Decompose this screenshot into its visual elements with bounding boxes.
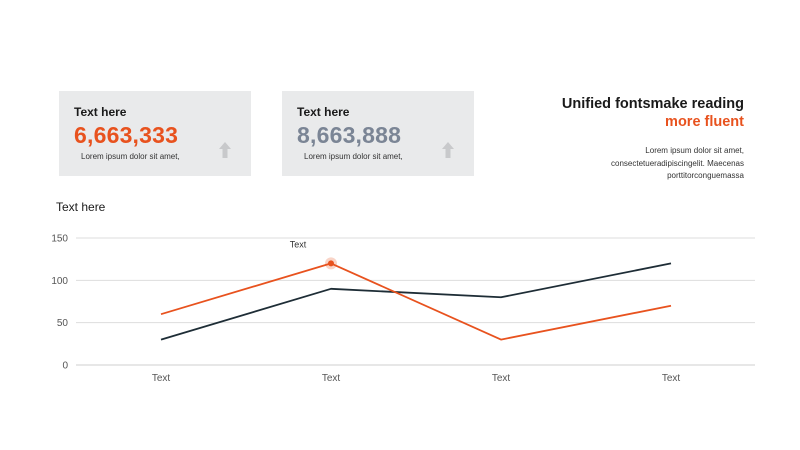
arrow-up-icon (442, 142, 454, 158)
body-text-line-1: Lorem ipsum dolor sit amet, (645, 146, 744, 155)
stat-card-2: Text here 8,663,888 Lorem ipsum dolor si… (282, 91, 474, 176)
stat-card-description: Lorem ipsum dolor sit amet, (304, 152, 403, 161)
y-tick-label: 150 (51, 234, 68, 245)
chart-title: Text here (56, 200, 106, 214)
highlight-point (328, 260, 334, 267)
body-text: Lorem ipsum dolor sit amet, consectetuer… (544, 145, 744, 183)
x-tick-label: Text (322, 373, 341, 384)
stat-card-value: 8,663,888 (297, 122, 402, 148)
stat-card-title: Text here (74, 105, 127, 119)
stat-card-description: Lorem ipsum dolor sit amet, (81, 152, 180, 161)
x-tick-label: Text (492, 373, 511, 384)
y-tick-label: 0 (62, 361, 68, 372)
body-text-line-2: consectetueradipiscingelit. Maecenas (611, 158, 744, 168)
x-tick-label: Text (152, 373, 171, 384)
line-chart: 0 50 100 150 Text Text Text Text Text (51, 234, 755, 384)
heading: Unified fontsmake reading more fluent (562, 95, 744, 131)
series-line-2 (160, 262, 672, 341)
x-tick-label: Text (662, 373, 681, 384)
y-tick-label: 100 (51, 276, 68, 287)
stat-card-1: Text here 6,663,333 Lorem ipsum dolor si… (59, 91, 251, 176)
stat-card-value: 6,663,333 (74, 122, 179, 148)
body-text-line-3: porttitorconguemassa (667, 171, 744, 180)
arrow-up-icon (219, 142, 231, 158)
y-tick-label: 50 (57, 318, 69, 329)
heading-line-2: more fluent (665, 114, 744, 130)
stat-card-title: Text here (297, 105, 350, 119)
series-line-1 (160, 262, 672, 341)
annotation-label: Text (290, 239, 307, 249)
heading-line-1: Unified fontsmake reading (561, 96, 744, 112)
